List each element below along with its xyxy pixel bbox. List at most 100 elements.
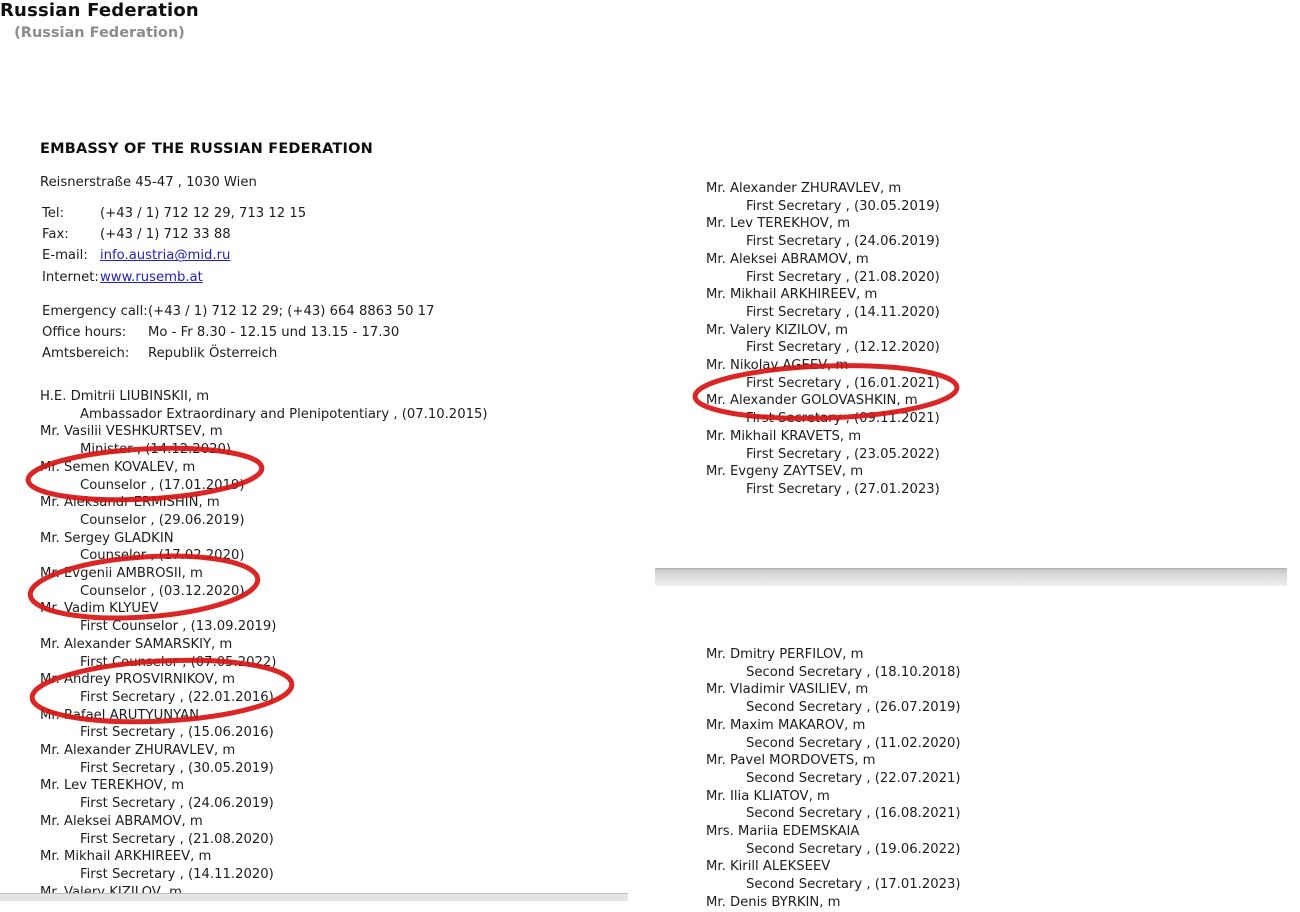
diplomat-entry: Mr. Andrey PROSVIRNIKOV, m First Secretar… <box>40 671 620 706</box>
district-row: Amtsbereich: Republik Österreich <box>42 343 434 364</box>
diplomat-role: Second Secretary , (22.07.2021) <box>746 770 961 786</box>
diplomat-entry: Mr. Vadim KLYUEV First Counselor , (13.09… <box>40 600 620 635</box>
diplomat-name: Mr. Mikhail ARKHIREEV, m <box>706 287 878 303</box>
office-hours-value: Mo - Fr 8.30 - 12.15 und 13.15 - 17.30 <box>148 325 400 341</box>
diplomat-name: Mr. Maxim MAKAROV, m <box>706 717 866 733</box>
diplomat-entry: Mr. Evgeny ZAYTSEV, m First Secretary , (… <box>706 463 1266 498</box>
diplomat-entry: Mr. Alexander GOLOVASHKIN, m First Secret… <box>706 392 1266 427</box>
diplomat-role: Second Secretary , (26.07.2019) <box>746 700 961 716</box>
diplomat-entry: Mr. Kirill ALEKSEEV Second Secretary , (1… <box>706 858 1266 893</box>
diplomat-list-right-bottom: Mr. Dmitry PERFILOV, m Second Secretary ,… <box>706 646 1266 912</box>
diplomat-role: First Secretary , (24.06.2019) <box>746 234 940 250</box>
diplomat-entry: Mr. Aleksei ABRAMOV, m First Secretary , … <box>706 251 1266 286</box>
diplomat-name: Mr. Vladimir VASILIEV, m <box>706 682 869 698</box>
diplomat-name: Mr. Pavel MORDOVETS, m <box>706 753 876 769</box>
diplomat-role: Ambassador Extraordinary and Plenipotent… <box>80 406 488 422</box>
diplomat-name: Mr. Lev TEREKHOV, m <box>40 778 185 794</box>
emergency-label: Emergency call: <box>42 304 148 319</box>
diplomat-role: Counselor , (03.12.2020) <box>80 583 245 599</box>
diplomat-role: First Secretary , (14.11.2020) <box>746 304 940 320</box>
internet-label: Internet: <box>42 269 99 285</box>
diplomat-name: Mr. Kirill ALEKSEEV <box>706 859 831 875</box>
diplomat-name: Mr. Evgenii AMBROSII, m <box>40 566 203 582</box>
website-link[interactable]: www.rusemb.at <box>100 269 203 285</box>
diplomat-entry: Mr. Mikhail ARKHIREEV, m First Secretary … <box>706 286 1266 321</box>
diplomat-entry: Mr. Evgenii AMBROSII, m Counselor , (03.1… <box>40 565 620 600</box>
page-bottom-edge-bar <box>0 893 628 901</box>
tel-label: Tel: <box>42 206 65 221</box>
office-hours-row: Office hours: Mo - Fr 8.30 - 12.15 und 13… <box>42 322 434 343</box>
diplomat-entry: Mr. Vladimir VASILIEV, m Second Secretary… <box>706 681 1266 716</box>
diplomat-role: First Secretary , (22.01.2016) <box>80 689 274 705</box>
diplomat-role: First Secretary , (16.01.2021) <box>746 375 940 391</box>
page-separator-bar <box>655 568 1287 586</box>
diplomat-entry: Mr. Aleksei ABRAMOV, m First Secretary , … <box>40 813 620 848</box>
emergency-value: (+43 / 1) 712 12 29; (+43) 664 8863 50 1… <box>148 304 435 319</box>
diplomat-name: Mr. Andrey PROSVIRNIKOV, m <box>40 672 235 688</box>
diplomat-name: Mr. Semen KOVALEV, m <box>40 459 196 475</box>
diplomat-role: First Secretary , (27.01.2023) <box>746 481 940 497</box>
country-title: Russian Federation <box>0 0 199 21</box>
diplomat-name: Mr. Mikhail KRAVETS, m <box>706 428 862 444</box>
diplomat-role: Counselor , (29.06.2019) <box>80 512 245 528</box>
diplomat-name: Mr. Mikhail ARKHIREEV, m <box>40 849 212 865</box>
email-link[interactable]: info.austria@mid.ru <box>100 248 231 264</box>
diplomat-entry: Mr. Nikolay AGEEV, m First Secretary , (1… <box>706 357 1266 392</box>
district-label: Amtsbereich: <box>42 346 130 362</box>
diplomat-entry: Mr. Alexander ZHURAVLEV, m First Secretar… <box>40 742 620 777</box>
diplomat-entry: Mr. Alexander ZHURAVLEV, m First Secretar… <box>706 180 1266 215</box>
diplomat-name: H.E. Dmitrii LIUBINSKII, m <box>40 389 210 404</box>
diplomat-entry: Mrs. Mariia EDEMSKAIA Second Secretary , … <box>706 823 1266 858</box>
diplomat-role: Minister , (14.12.2020) <box>80 442 232 458</box>
diplomat-name: Mr. Alexander SAMARSKIY, m <box>40 636 233 652</box>
diplomat-name: Mr. Valery KIZILOV, m <box>706 322 848 338</box>
fax-value: (+43 / 1) 712 33 88 <box>100 227 231 243</box>
diplomat-name: Mr. Vasilii VESHKURTSEV, m <box>40 424 223 440</box>
diplomat-entry: Mr. Ilia KLIATOV, m Second Secretary , (1… <box>706 788 1266 823</box>
document-header: Russian Federation (Russian Federation) <box>0 0 199 41</box>
diplomat-entry: Mr. Valery KIZILOV, m First Secretary , (… <box>706 322 1266 357</box>
diplomat-role: First Secretary , (24.06.2019) <box>80 796 274 812</box>
diplomat-role: First Secretary , (14.11.2020) <box>80 866 274 882</box>
diplomat-name: Mr. Aleksandr ERMISHIN, m <box>40 495 220 511</box>
diplomat-role: First Secretary , (30.05.2019) <box>746 198 940 214</box>
fax-row: Fax: (+43 / 1) 712 33 88 <box>42 224 306 245</box>
diplomat-entry: Mr. Maxim MAKAROV, m Second Secretary , (… <box>706 717 1266 752</box>
diplomat-entry: Mr. Mikhail KRAVETS, m First Secretary , … <box>706 428 1266 463</box>
fax-label: Fax: <box>42 227 69 243</box>
embassy-address: Reisnerstraße 45-47 , 1030 Wien <box>40 175 257 190</box>
diplomat-role: Second Secretary , (19.06.2022) <box>746 841 961 857</box>
diplomat-entry: Mr. Lev TEREKHOV, m First Secretary , (24… <box>40 777 620 812</box>
diplomat-role: First Secretary , (21.08.2020) <box>80 831 274 847</box>
diplomat-list-left: H.E. Dmitrii LIUBINSKII, m Ambassador Ext… <box>40 388 620 901</box>
diplomat-name: Mr. Rafael ARUTYUNYAN <box>40 707 200 723</box>
internet-row: Internet:www.rusemb.at <box>42 267 306 288</box>
diplomat-entry: Mr. Aleksandr ERMISHIN, m Counselor , (29… <box>40 494 620 529</box>
country-subtitle: (Russian Federation) <box>14 25 185 41</box>
diplomat-name: Mr. Aleksei ABRAMOV, m <box>706 251 869 267</box>
diplomat-name: Mr. Alexander ZHURAVLEV, m <box>40 743 236 759</box>
diplomat-name: Mr. Aleksei ABRAMOV, m <box>40 813 203 829</box>
diplomat-name: Mr. Dmitry PERFILOV, m <box>706 647 864 662</box>
diplomat-name: Mr. Denis BYRKIN, m <box>706 894 841 910</box>
diplomat-name: Mrs. Mariia EDEMSKAIA <box>706 824 860 840</box>
tel-value: (+43 / 1) 712 12 29, 713 12 15 <box>100 206 307 221</box>
diplomat-entry: Mr. Rafael ARUTYUNYAN First Secretary , (… <box>40 707 620 742</box>
email-label: E-mail: <box>42 248 88 264</box>
diplomat-entry: Mr. Pavel MORDOVETS, m Second Secretary ,… <box>706 752 1266 787</box>
diplomat-entry: Mr. Vasilii VESHKURTSEV, m Minister , (14… <box>40 423 620 458</box>
diplomat-role: First Secretary , (30.05.2019) <box>80 760 274 776</box>
contact-block: Tel: (+43 / 1) 712 12 29, 713 12 15 Fax: (… <box>42 203 306 288</box>
diplomat-role: First Secretary , (12.12.2020) <box>746 340 940 356</box>
district-value: Republik Österreich <box>148 346 278 362</box>
diplomat-role: First Secretary , (15.06.2016) <box>80 725 274 741</box>
diplomat-name: Mr. Nikolay AGEEV, m <box>706 358 849 374</box>
diplomat-entry: Mr. Sergey GLADKIN Counselor , (17.02.202… <box>40 530 620 565</box>
diplomat-name: Mr. Lev TEREKHOV, m <box>706 216 851 232</box>
diplomat-name: Mr. Sergey GLADKIN <box>40 530 174 546</box>
diplomat-entry: Mr. Semen KOVALEV, m Counselor , (17.01.2… <box>40 459 620 494</box>
diplomat-name: Mr. Vadim KLYUEV <box>40 601 159 617</box>
diplomat-entry: H.E. Dmitrii LIUBINSKII, m Ambassador Ext… <box>40 388 620 423</box>
diplomat-entry: Mr. Alexander SAMARSKIY, m First Counselo… <box>40 636 620 671</box>
emergency-row: Emergency call:(+43 / 1) 712 12 29; (+43… <box>42 301 434 322</box>
